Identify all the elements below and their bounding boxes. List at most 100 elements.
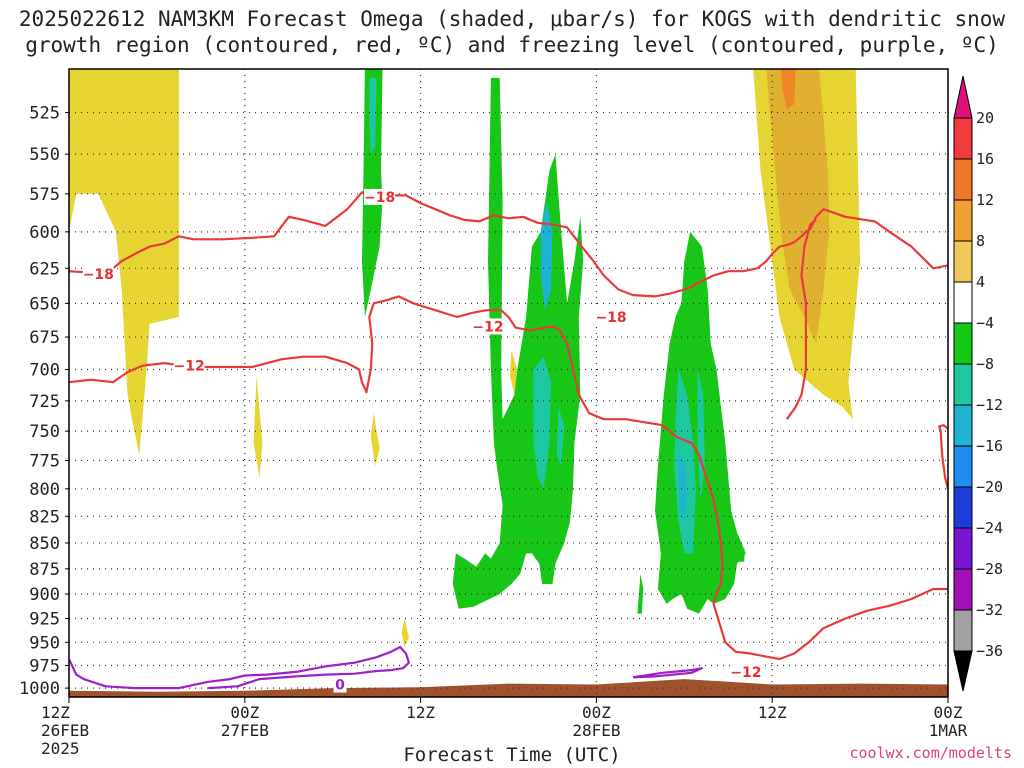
omega-region: [766, 69, 830, 344]
contour-label: −12: [730, 665, 761, 681]
contour-label: −18: [595, 310, 626, 326]
colorbar-label: −36: [976, 642, 1003, 660]
omega-region: [637, 573, 644, 614]
y-tick-label: 750: [29, 422, 60, 442]
colorbar-bin: [953, 445, 973, 488]
x-tick-label: 26FEB: [41, 721, 89, 740]
temperature-contour: [69, 295, 948, 661]
colorbar-label: 16: [976, 150, 994, 168]
y-tick-label: 925: [29, 609, 60, 629]
y-tick-label: 700: [29, 361, 60, 381]
contour-label: −12: [472, 319, 503, 335]
colorbar-bin: [953, 158, 973, 201]
colorbar-label: −12: [976, 396, 1003, 414]
terrain-fill: [69, 679, 948, 697]
omega-region: [533, 356, 551, 489]
y-tick-label: 775: [29, 451, 60, 471]
colorbar-bin: [953, 240, 973, 283]
omega-region: [540, 201, 553, 311]
omega-region: [781, 69, 796, 110]
colorbar-cap-top: [953, 75, 973, 119]
x-tick-label: 27FEB: [221, 721, 269, 740]
contour-label: 0: [335, 678, 345, 694]
y-tick-label: 850: [29, 534, 60, 554]
contour-label: −18: [83, 267, 114, 283]
colorbar: 20 16 12 8 4 −4 −8 −12 −16 −20 −24 −28 −32 −36: [953, 75, 1003, 692]
colorbar-bin: [953, 322, 973, 365]
x-tick-label: 28FEB: [572, 721, 620, 740]
colorbar-label: −24: [976, 519, 1003, 537]
x-tick-label: 2025: [41, 739, 80, 758]
omega-region: [452, 77, 584, 609]
temperature-contours: [69, 191, 948, 690]
contour-label-bg: [730, 663, 762, 680]
y-tick-label: 1000: [19, 679, 60, 699]
y-tick-label: 825: [29, 507, 60, 527]
colorbar-bin: [953, 199, 973, 242]
title-line-2: growth region (contoured, red, ºC) and f…: [25, 33, 999, 57]
contour-label-bg: [333, 676, 347, 693]
colorbar-label: −20: [976, 478, 1003, 496]
x-tick-label: 00Z: [230, 703, 259, 722]
omega-region: [556, 407, 565, 467]
y-tick-label: 725: [29, 392, 60, 412]
y-tick-label: 600: [29, 223, 60, 243]
temperature-contour: [69, 191, 948, 298]
y-tick-label: 525: [29, 104, 60, 124]
y-tick-label: 975: [29, 656, 60, 676]
contour-label-bg: [364, 188, 396, 205]
omega-region: [369, 77, 377, 155]
contour-label: −18: [364, 190, 395, 206]
plot-frame: [68, 68, 949, 698]
contour-label-bg: [472, 318, 504, 335]
freezing-level-contour: [69, 645, 410, 690]
colorbar-bin: [953, 486, 973, 529]
colorbar-bin: [953, 404, 973, 447]
omega-region: [738, 548, 745, 562]
omega-region: [674, 369, 696, 554]
omega-shading: [69, 69, 861, 647]
colorbar-bin: [953, 609, 973, 652]
x-tick-label: 1MAR: [929, 721, 968, 740]
omega-region: [510, 350, 518, 395]
colorbar-bin: [953, 363, 973, 406]
colorbar-label: 8: [976, 232, 985, 250]
contour-label-bg: [595, 308, 627, 325]
contour-labels: −18 −18 −18 −12 −12 −12 0: [82, 188, 762, 694]
colorbar-label: −16: [976, 437, 1003, 455]
x-tick-label: 12Z: [41, 703, 70, 722]
credit-link[interactable]: coolwx.com/modelts: [849, 744, 1012, 762]
contour-label-bg: [82, 266, 114, 283]
colorbar-bin: [953, 281, 973, 324]
y-tick-label: 900: [29, 585, 60, 605]
colorbar-bin: [953, 527, 973, 570]
y-tick-label: 950: [29, 633, 60, 653]
y-tick-label: 575: [29, 185, 60, 205]
colorbar-label: −32: [976, 601, 1003, 619]
x-tick-label: 12Z: [406, 703, 435, 722]
colorbar-cap-bottom: [953, 650, 973, 692]
x-tick-label: 00Z: [582, 703, 611, 722]
y-tick-label: 675: [29, 328, 60, 348]
colorbar-bin: [953, 117, 973, 160]
y-tick-label: 875: [29, 560, 60, 580]
title-line-1: 2025022612 NAM3KM Forecast Omega (shaded…: [18, 7, 1006, 31]
y-tick-label: 800: [29, 480, 60, 500]
y-axis: 525 550 575 600 625 650 675 700 725 750 775 800 825 8…: [19, 104, 69, 699]
omega-region: [253, 375, 263, 478]
y-tick-label: 625: [29, 259, 60, 279]
x-tick-label: 12Z: [758, 703, 787, 722]
y-tick-label: 650: [29, 294, 60, 314]
chart-title: 2025022612 NAM3KM Forecast Omega (shaded…: [0, 6, 1024, 58]
temperature-contour: [786, 219, 817, 420]
terrain-shape: [69, 679, 948, 697]
colorbar-label: −28: [976, 560, 1003, 578]
colorbar-label: 4: [976, 273, 985, 291]
freezing-level-contour: [632, 667, 703, 679]
colorbar-label: −8: [976, 355, 994, 373]
x-tick-label: 00Z: [934, 703, 963, 722]
colorbar-label: 12: [976, 191, 994, 209]
y-tick-label: 550: [29, 145, 60, 165]
